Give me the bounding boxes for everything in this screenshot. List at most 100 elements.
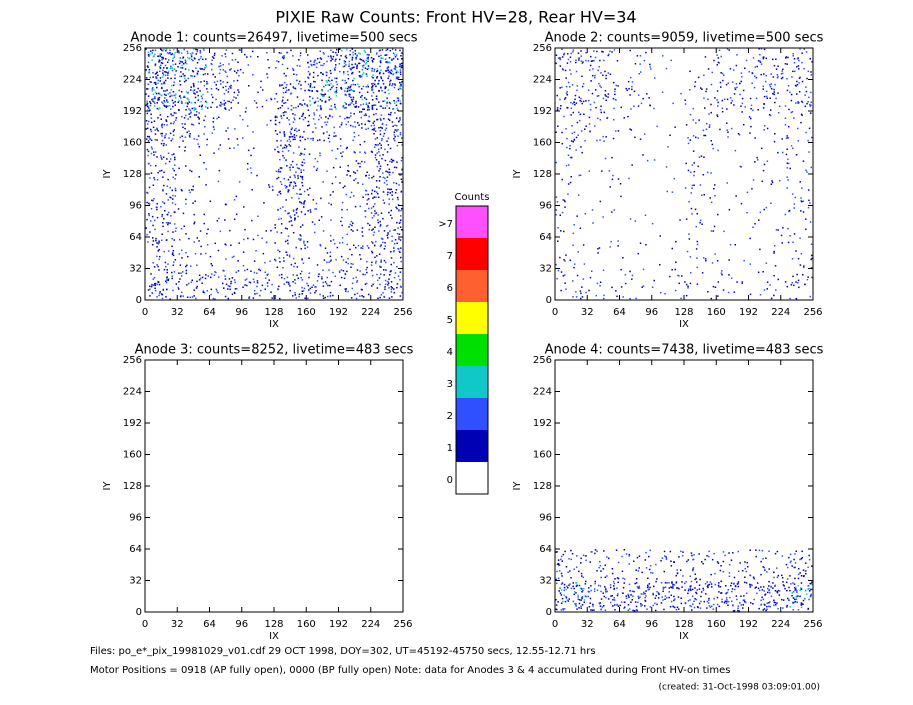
count-pixel <box>668 591 670 593</box>
count-pixel <box>246 168 249 170</box>
count-pixel <box>350 297 353 299</box>
count-pixel <box>281 105 284 107</box>
count-pixel <box>157 243 159 245</box>
count-pixel <box>177 208 180 210</box>
count-pixel <box>629 94 631 96</box>
count-pixel <box>795 298 798 300</box>
count-pixel <box>375 196 377 198</box>
count-pixel <box>284 210 286 212</box>
count-pixel <box>162 74 165 76</box>
count-pixel <box>339 70 341 73</box>
count-pixel <box>802 603 804 605</box>
count-pixel <box>329 69 332 72</box>
count-pixel <box>165 120 168 122</box>
count-pixel <box>376 137 378 139</box>
count-pixel <box>387 144 390 146</box>
count-pixel <box>164 71 166 73</box>
count-pixel <box>635 582 638 584</box>
count-pixel <box>555 578 557 581</box>
count-pixel <box>383 248 386 250</box>
count-pixel <box>798 77 801 79</box>
count-pixel <box>298 295 300 298</box>
count-pixel <box>597 584 600 587</box>
count-pixel <box>163 171 165 174</box>
count-pixel <box>219 68 222 71</box>
count-pixel <box>759 61 762 63</box>
count-pixel <box>153 178 156 181</box>
count-pixel <box>630 129 633 131</box>
count-pixel <box>192 124 195 126</box>
x-tick-label: 256 <box>803 307 822 318</box>
count-pixel <box>798 91 801 93</box>
count-pixel <box>589 109 592 111</box>
count-pixel <box>203 80 205 82</box>
panel-title: Anode 2: counts=9059, livetime=500 secs <box>545 31 824 46</box>
count-pixel <box>727 600 730 603</box>
count-pixel <box>649 104 651 107</box>
count-pixel <box>682 551 684 553</box>
count-pixel <box>180 97 182 99</box>
count-pixel <box>400 174 402 176</box>
y-tick-label: 256 <box>123 355 142 366</box>
count-pixel <box>397 97 399 99</box>
count-pixel <box>299 234 301 236</box>
count-pixel <box>152 55 155 58</box>
count-pixel <box>263 202 265 204</box>
count-pixel <box>378 253 381 255</box>
count-pixel <box>790 583 792 585</box>
count-pixel <box>324 296 326 299</box>
count-pixel <box>609 601 612 604</box>
count-pixel <box>349 248 351 251</box>
count-pixel <box>760 573 762 576</box>
count-pixel <box>163 124 166 126</box>
count-pixel <box>360 104 362 106</box>
count-pixel <box>399 239 402 241</box>
count-pixel <box>145 93 147 95</box>
count-pixel <box>645 567 648 569</box>
count-pixel <box>671 191 674 193</box>
count-pixel <box>153 89 155 91</box>
count-pixel <box>571 156 573 159</box>
count-pixel <box>198 176 200 178</box>
count-pixel <box>774 101 776 104</box>
count-pixel <box>642 97 644 100</box>
count-pixel <box>766 608 768 610</box>
count-pixel <box>573 568 575 570</box>
count-pixel <box>152 237 154 239</box>
count-pixel <box>355 178 357 180</box>
count-pixel <box>764 569 766 571</box>
count-pixel <box>312 76 315 78</box>
count-pixel <box>726 122 728 124</box>
count-pixel <box>346 233 348 236</box>
count-pixel <box>287 150 290 152</box>
count-pixel <box>306 241 309 243</box>
count-pixel <box>776 590 778 593</box>
count-pixel <box>560 555 563 558</box>
count-pixel <box>706 555 708 557</box>
y-axis-label: IY <box>512 169 523 179</box>
count-pixel <box>345 48 348 51</box>
count-pixel <box>381 139 383 142</box>
count-pixel <box>309 287 311 290</box>
count-pixel <box>260 86 262 88</box>
count-pixel <box>269 260 271 262</box>
count-pixel <box>300 152 302 155</box>
count-pixel <box>393 229 395 231</box>
count-pixel <box>161 139 164 142</box>
count-pixel <box>564 200 566 203</box>
count-pixel <box>619 183 622 185</box>
count-pixel <box>165 133 167 135</box>
count-pixel <box>278 191 280 193</box>
count-pixel <box>300 201 302 204</box>
count-pixel <box>156 127 158 130</box>
count-pixel <box>158 55 160 57</box>
count-pixel <box>300 171 302 174</box>
count-pixel <box>714 184 716 186</box>
colorbar-swatch <box>456 462 488 494</box>
count-pixel <box>810 71 812 73</box>
count-pixel <box>556 107 559 109</box>
count-pixel <box>794 84 797 87</box>
count-pixel <box>393 131 396 133</box>
count-pixel <box>371 86 373 89</box>
y-tick-label: 64 <box>539 232 552 243</box>
